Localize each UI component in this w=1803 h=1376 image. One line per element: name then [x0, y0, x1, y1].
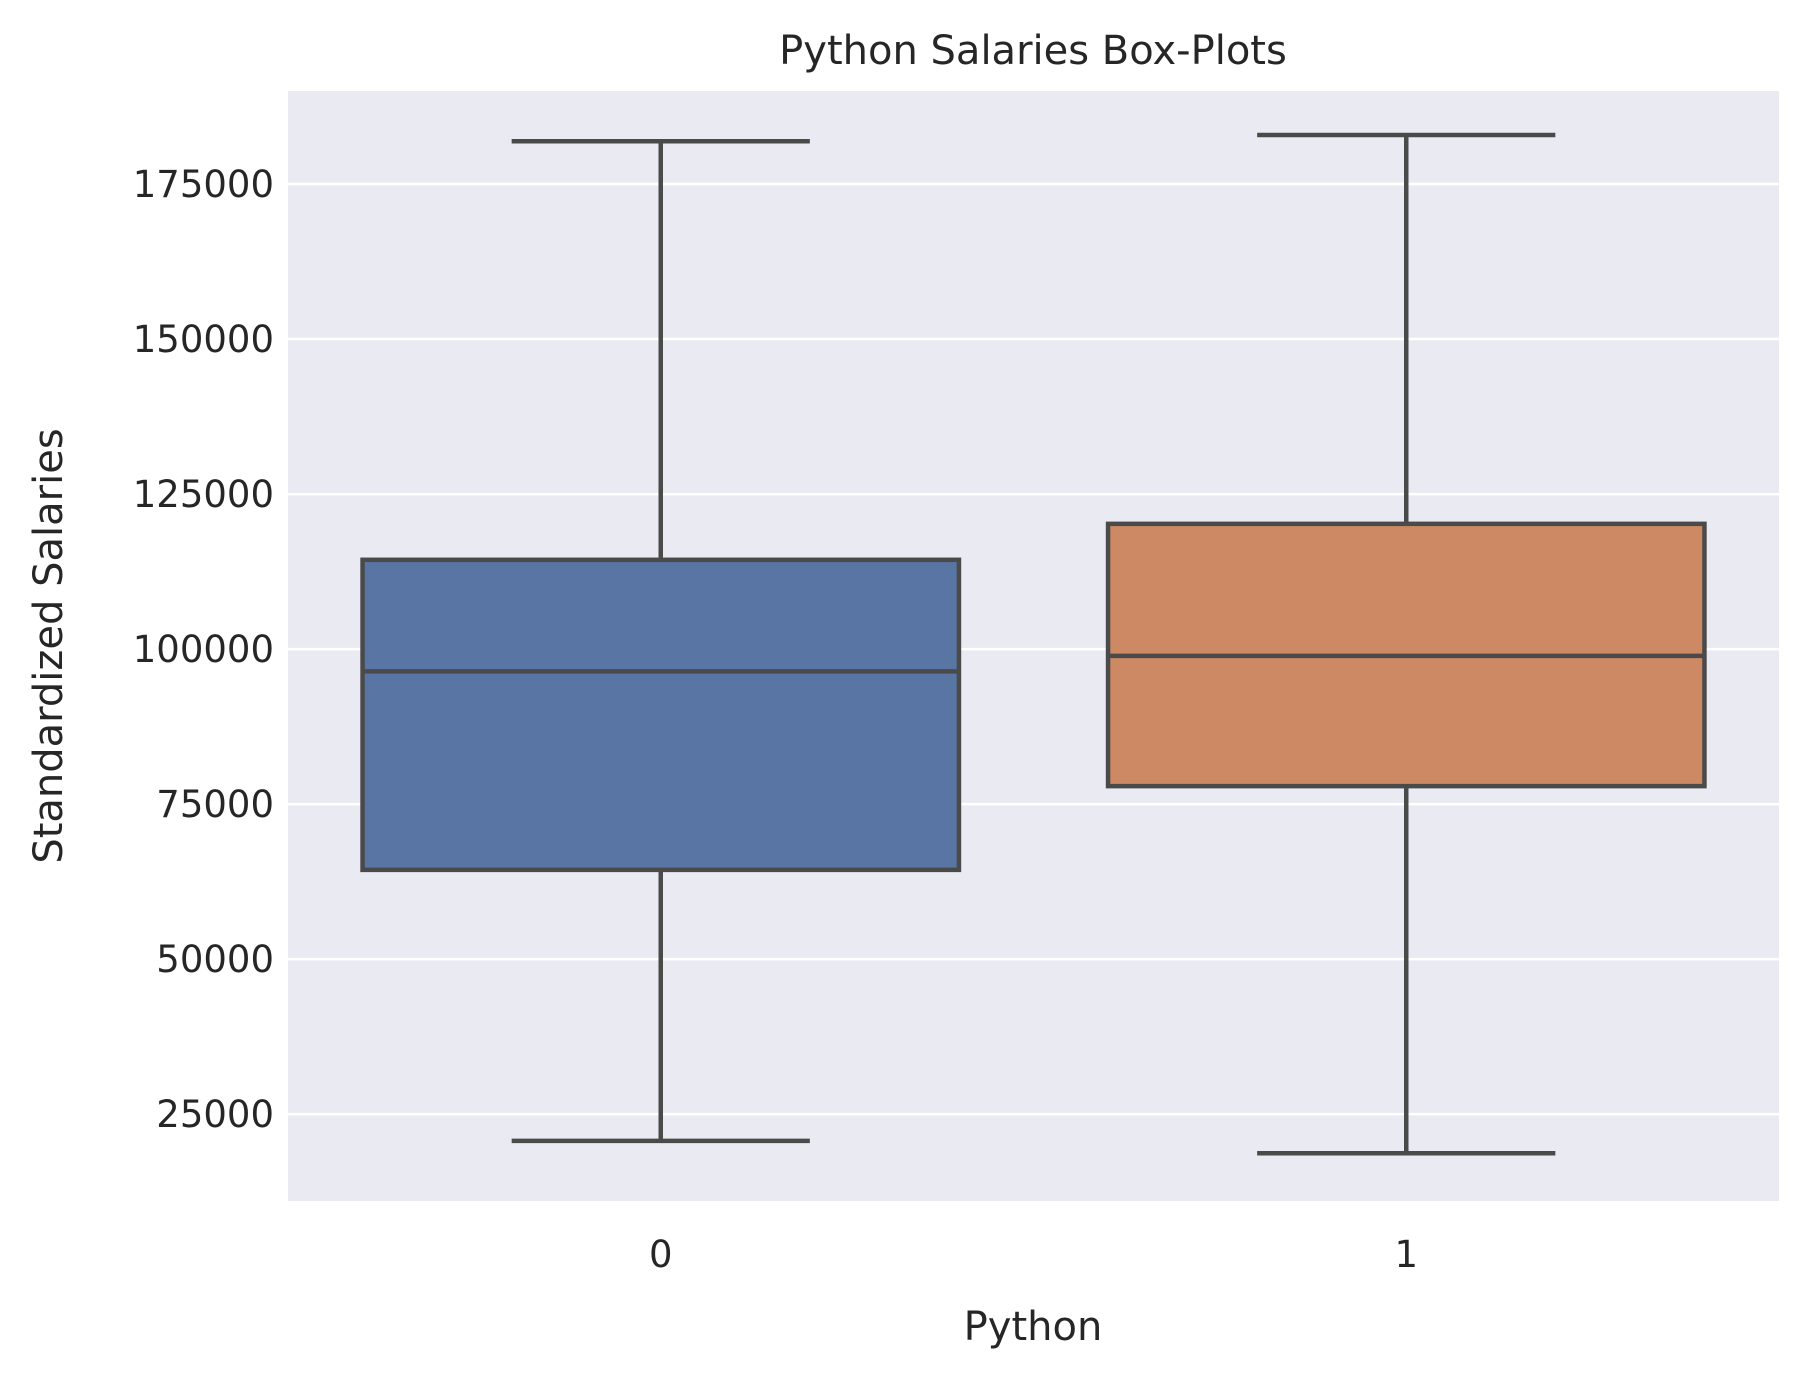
x-tick-label: 0: [649, 1233, 673, 1276]
y-tick-label: 125000: [133, 473, 274, 516]
box-0: [360, 138, 962, 1144]
iqr-box: [360, 557, 962, 873]
y-tick-label: 25000: [156, 1093, 274, 1136]
y-tick-label: 50000: [156, 938, 274, 981]
chart-title: Python Salaries Box-Plots: [779, 28, 1287, 74]
y-axis-label: Standardized Salaries: [26, 428, 72, 863]
box-1: [1105, 132, 1707, 1156]
y-tick-label: 175000: [133, 163, 274, 206]
y-tick-label: 100000: [133, 628, 274, 671]
y-tick-label: 150000: [133, 318, 274, 361]
x-tick-label: 1: [1394, 1233, 1418, 1276]
y-tick-label: 75000: [156, 783, 274, 826]
y-tick-labels: 25000 50000 75000 100000 125000 150000 175000: [133, 163, 274, 1136]
x-axis-label: Python: [964, 1304, 1103, 1350]
boxes: [360, 132, 1707, 1156]
